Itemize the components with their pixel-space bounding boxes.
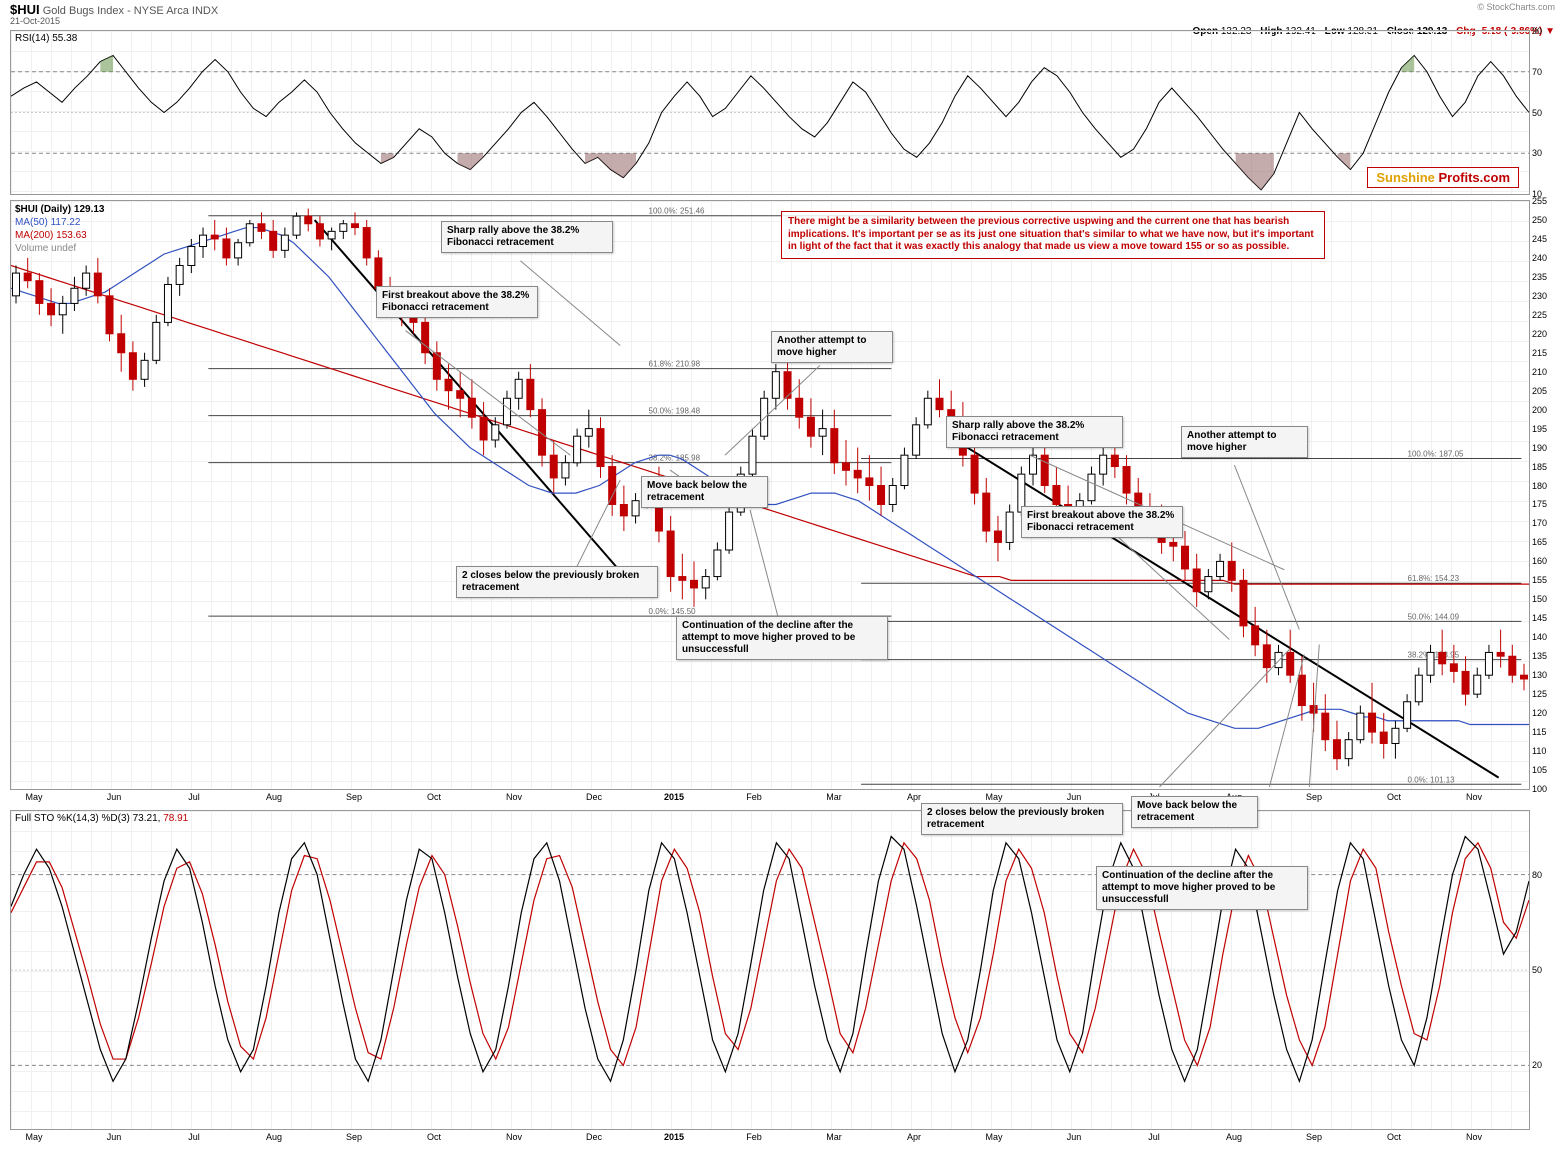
annot-b4: Move back below the retracement [1131, 796, 1258, 828]
svg-text:0.0%: 101.13: 0.0%: 101.13 [1408, 775, 1456, 784]
x-axis-upper: MayJunJulAugSepOctNovDec2015FebMarAprMay… [10, 792, 1530, 806]
svg-text:0.0%: 145.50: 0.0%: 145.50 [649, 607, 697, 616]
x-axis-lower: MayJunJulAugSepOctNovDec2015FebMarAprMay… [10, 1132, 1530, 1146]
svg-text:50.0%: 144.09: 50.0%: 144.09 [1408, 612, 1460, 621]
analysis-commentary: There might be a similarity between the … [781, 211, 1325, 259]
annot-a1: First breakout above the 38.2% Fibonacci… [376, 286, 538, 318]
sto-d: 78.91 [163, 813, 188, 824]
ticker-symbol: $HUI [10, 2, 40, 17]
rsi-value: 55.38 [52, 33, 77, 44]
rsi-panel: RSI(14) 55.38 1030507090 Sunshine Profit… [10, 30, 1530, 195]
stock-chart: $HUI Gold Bugs Index - NYSE Arca INDX © … [0, 0, 1565, 1157]
price-panel: $HUI (Daily) 129.13 MA(50) 117.22 MA(200… [10, 200, 1530, 790]
annot-a4: Move back below the retracement [641, 476, 768, 508]
svg-text:38.2%: 185.98: 38.2%: 185.98 [649, 454, 701, 463]
annot-a2: Sharp rally above the 38.2% Fibonacci re… [441, 221, 613, 253]
volume-label: Volume undef [15, 243, 76, 254]
annot-b1: First breakout above the 38.2% Fibonacci… [1021, 506, 1183, 538]
svg-text:61.8%: 154.23: 61.8%: 154.23 [1408, 574, 1460, 583]
ma50-label: MA(50) 117.22 [15, 217, 80, 228]
annot-a5: 2 closes below the previously broken ret… [456, 566, 658, 598]
svg-text:61.8%: 210.98: 61.8%: 210.98 [649, 360, 701, 369]
annot-b6: Continuation of the decline after the at… [1096, 866, 1308, 910]
annot-b2: Sharp rally above the 38.2% Fibonacci re… [946, 416, 1123, 448]
chart-header: $HUI Gold Bugs Index - NYSE Arca INDX © … [10, 2, 1555, 30]
chart-date: 21-Oct-2015 [10, 16, 60, 26]
price-label: $HUI (Daily) [15, 204, 71, 215]
ma200-label: MA(200) 153.63 [15, 230, 87, 241]
rsi-label: RSI(14) [15, 33, 49, 44]
price-close: 129.13 [74, 204, 105, 215]
annot-b3: Another attempt to move higher [1181, 426, 1308, 458]
stochastic-panel: Full STO %K(14,3) %D(3) 73.21, 78.91 205… [10, 810, 1530, 1130]
annot-a6: Continuation of the decline after the at… [676, 616, 888, 660]
attribution: © StockCharts.com [1477, 2, 1555, 12]
annot-b5: 2 closes below the previously broken ret… [921, 803, 1123, 835]
ticker-name: Gold Bugs Index - NYSE Arca [43, 5, 189, 17]
watermark: Sunshine Profits.com [1367, 167, 1519, 188]
ticker-type: INDX [192, 5, 218, 17]
sto-label: Full STO %K(14,3) %D(3) [15, 813, 130, 824]
svg-text:100.0%: 187.05: 100.0%: 187.05 [1408, 450, 1464, 459]
annot-a3: Another attempt to move higher [771, 331, 893, 363]
svg-text:100.0%: 251.46: 100.0%: 251.46 [649, 207, 705, 216]
sto-k: 73.21 [133, 813, 158, 824]
svg-text:50.0%: 198.48: 50.0%: 198.48 [649, 407, 701, 416]
